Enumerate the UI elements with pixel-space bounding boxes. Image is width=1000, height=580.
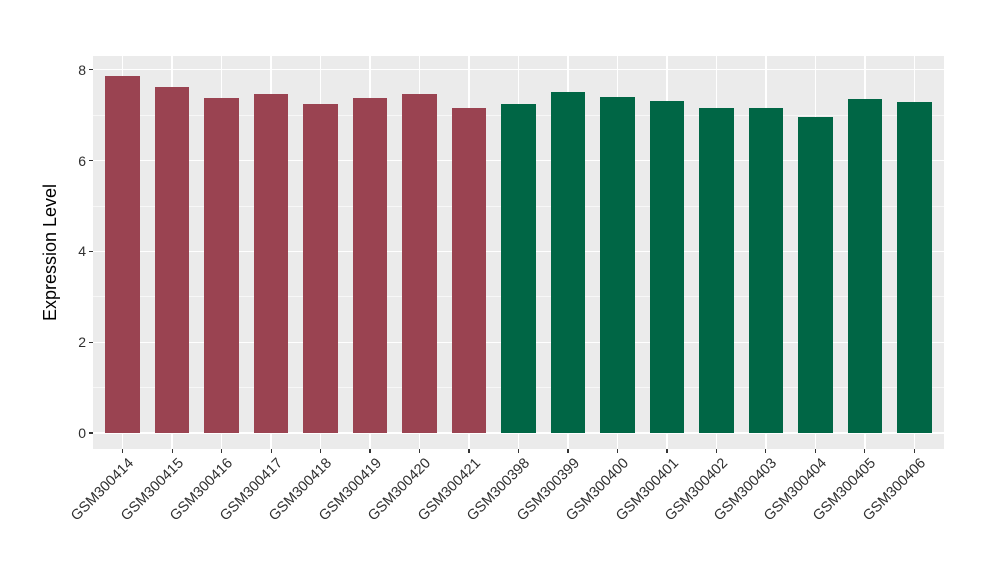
x-tick-mark — [319, 449, 322, 453]
bar-GSM300419 — [352, 98, 388, 433]
y-tick-mark — [89, 250, 93, 252]
x-tick-mark — [814, 449, 816, 453]
y-axis-title: Expression Level — [40, 183, 61, 322]
bar-GSM300416 — [204, 98, 239, 433]
bar-GSM300398 — [501, 104, 536, 433]
x-tick-mark — [864, 449, 866, 453]
x-tick-mark — [517, 449, 520, 453]
bar-GSM300420 — [402, 93, 437, 433]
y-tick-mark — [89, 160, 93, 162]
x-tick-mark — [468, 449, 470, 453]
bar-GSM300404 — [798, 116, 833, 433]
bar-GSM300401 — [649, 101, 685, 433]
bar-GSM300405 — [847, 98, 883, 433]
y-tick-label: 4 — [78, 243, 86, 260]
bar-GSM300406 — [896, 102, 932, 433]
x-tick-mark — [616, 449, 619, 453]
y-tick-label: 8 — [78, 61, 86, 78]
plot-panel — [93, 56, 944, 449]
bar-GSM300421 — [451, 107, 487, 433]
y-tick-label: 6 — [78, 152, 86, 169]
gridline-horizontal-major — [93, 432, 944, 434]
x-tick-mark — [913, 449, 915, 453]
bar-GSM300414 — [105, 75, 140, 433]
x-tick-mark — [122, 449, 124, 453]
x-tick-mark — [270, 449, 272, 453]
x-tick-mark — [369, 449, 371, 453]
y-tick-label: 0 — [78, 425, 86, 441]
bar-GSM300400 — [600, 96, 635, 433]
y-tick-mark — [89, 341, 93, 343]
x-tick-mark — [765, 449, 767, 453]
y-tick-mark — [89, 432, 93, 434]
gridline-horizontal-major — [93, 69, 944, 71]
bar-GSM300415 — [154, 87, 190, 433]
x-tick-mark — [715, 449, 717, 453]
x-tick-mark — [171, 449, 173, 453]
bar-GSM300417 — [253, 93, 289, 433]
bar-GSM300403 — [748, 108, 784, 433]
y-tick-label: 2 — [78, 334, 86, 351]
x-tick-mark — [221, 449, 223, 453]
x-tick-mark — [418, 449, 421, 453]
bar-GSM300402 — [699, 107, 734, 433]
y-tick-mark — [89, 69, 93, 71]
y-axis-title-wrap: Expression Level — [36, 56, 66, 449]
bar-GSM300399 — [550, 91, 586, 433]
x-tick-mark — [567, 449, 569, 453]
x-tick-mark — [666, 449, 668, 453]
bar-GSM300418 — [303, 103, 338, 433]
